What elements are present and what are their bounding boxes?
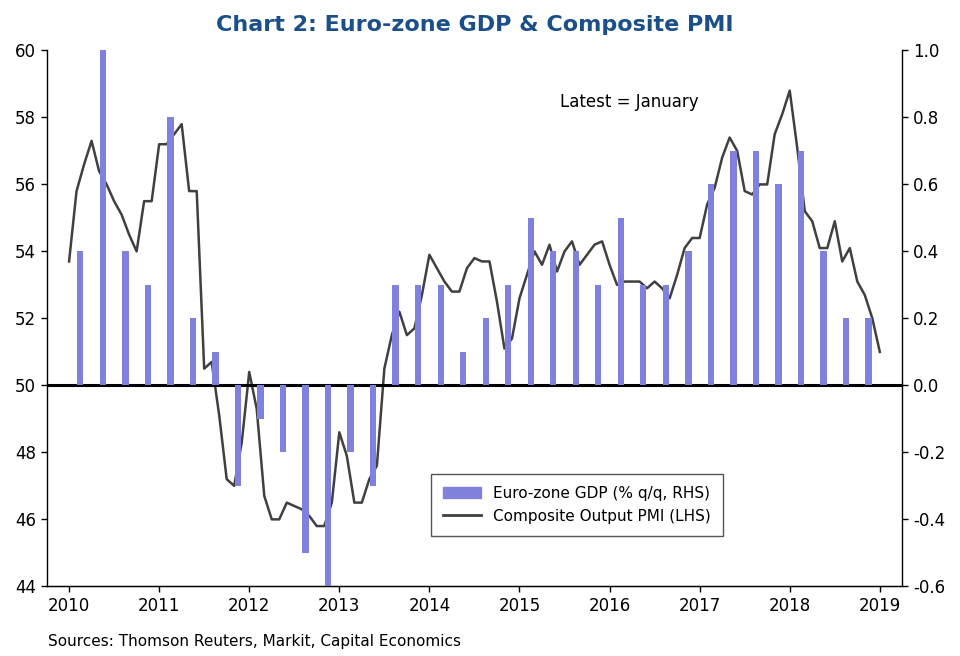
Bar bbox=[708, 184, 714, 385]
Bar bbox=[212, 352, 219, 385]
Bar bbox=[100, 51, 106, 385]
Bar bbox=[438, 285, 444, 385]
Text: Sources: Thomson Reuters, Markit, Capital Economics: Sources: Thomson Reuters, Markit, Capita… bbox=[48, 634, 461, 649]
Bar bbox=[776, 184, 781, 385]
Bar bbox=[280, 385, 286, 453]
Bar bbox=[572, 251, 579, 385]
Bar bbox=[640, 285, 646, 385]
Bar bbox=[370, 385, 376, 486]
Bar bbox=[617, 218, 624, 385]
Bar bbox=[550, 251, 557, 385]
Bar bbox=[324, 385, 331, 586]
Bar bbox=[483, 318, 489, 385]
Bar bbox=[415, 285, 421, 385]
Bar bbox=[843, 318, 850, 385]
Bar bbox=[122, 251, 129, 385]
Bar bbox=[528, 218, 534, 385]
Bar bbox=[190, 318, 196, 385]
Legend: Euro-zone GDP (% q/q, RHS), Composite Output PMI (LHS): Euro-zone GDP (% q/q, RHS), Composite Ou… bbox=[431, 474, 723, 536]
Bar bbox=[821, 251, 827, 385]
Bar bbox=[505, 285, 512, 385]
Bar bbox=[302, 385, 309, 553]
Text: Latest = January: Latest = January bbox=[560, 93, 699, 112]
Bar bbox=[145, 285, 151, 385]
Bar bbox=[460, 352, 467, 385]
Bar bbox=[662, 285, 669, 385]
Bar bbox=[167, 117, 174, 385]
Bar bbox=[731, 151, 736, 385]
Title: Chart 2: Euro-zone GDP & Composite PMI: Chart 2: Euro-zone GDP & Composite PMI bbox=[216, 15, 733, 35]
Bar bbox=[865, 318, 872, 385]
Bar bbox=[348, 385, 353, 453]
Bar bbox=[393, 285, 398, 385]
Bar bbox=[753, 151, 759, 385]
Bar bbox=[595, 285, 602, 385]
Bar bbox=[685, 251, 691, 385]
Bar bbox=[257, 385, 264, 419]
Bar bbox=[235, 385, 241, 486]
Bar bbox=[798, 151, 804, 385]
Bar bbox=[77, 251, 84, 385]
